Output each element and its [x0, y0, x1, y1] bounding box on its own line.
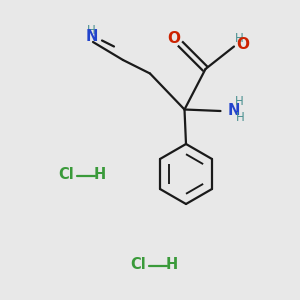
- Text: O: O: [236, 37, 249, 52]
- Text: H: H: [235, 95, 244, 108]
- Text: H: H: [94, 167, 106, 182]
- Text: N: N: [85, 29, 98, 44]
- Text: Cl: Cl: [58, 167, 74, 182]
- Text: Cl: Cl: [130, 257, 146, 272]
- Text: H: H: [166, 257, 178, 272]
- Text: H: H: [235, 32, 244, 45]
- Text: N: N: [227, 103, 240, 118]
- Text: H: H: [87, 23, 96, 37]
- Text: O: O: [167, 31, 180, 46]
- Text: H: H: [236, 111, 245, 124]
